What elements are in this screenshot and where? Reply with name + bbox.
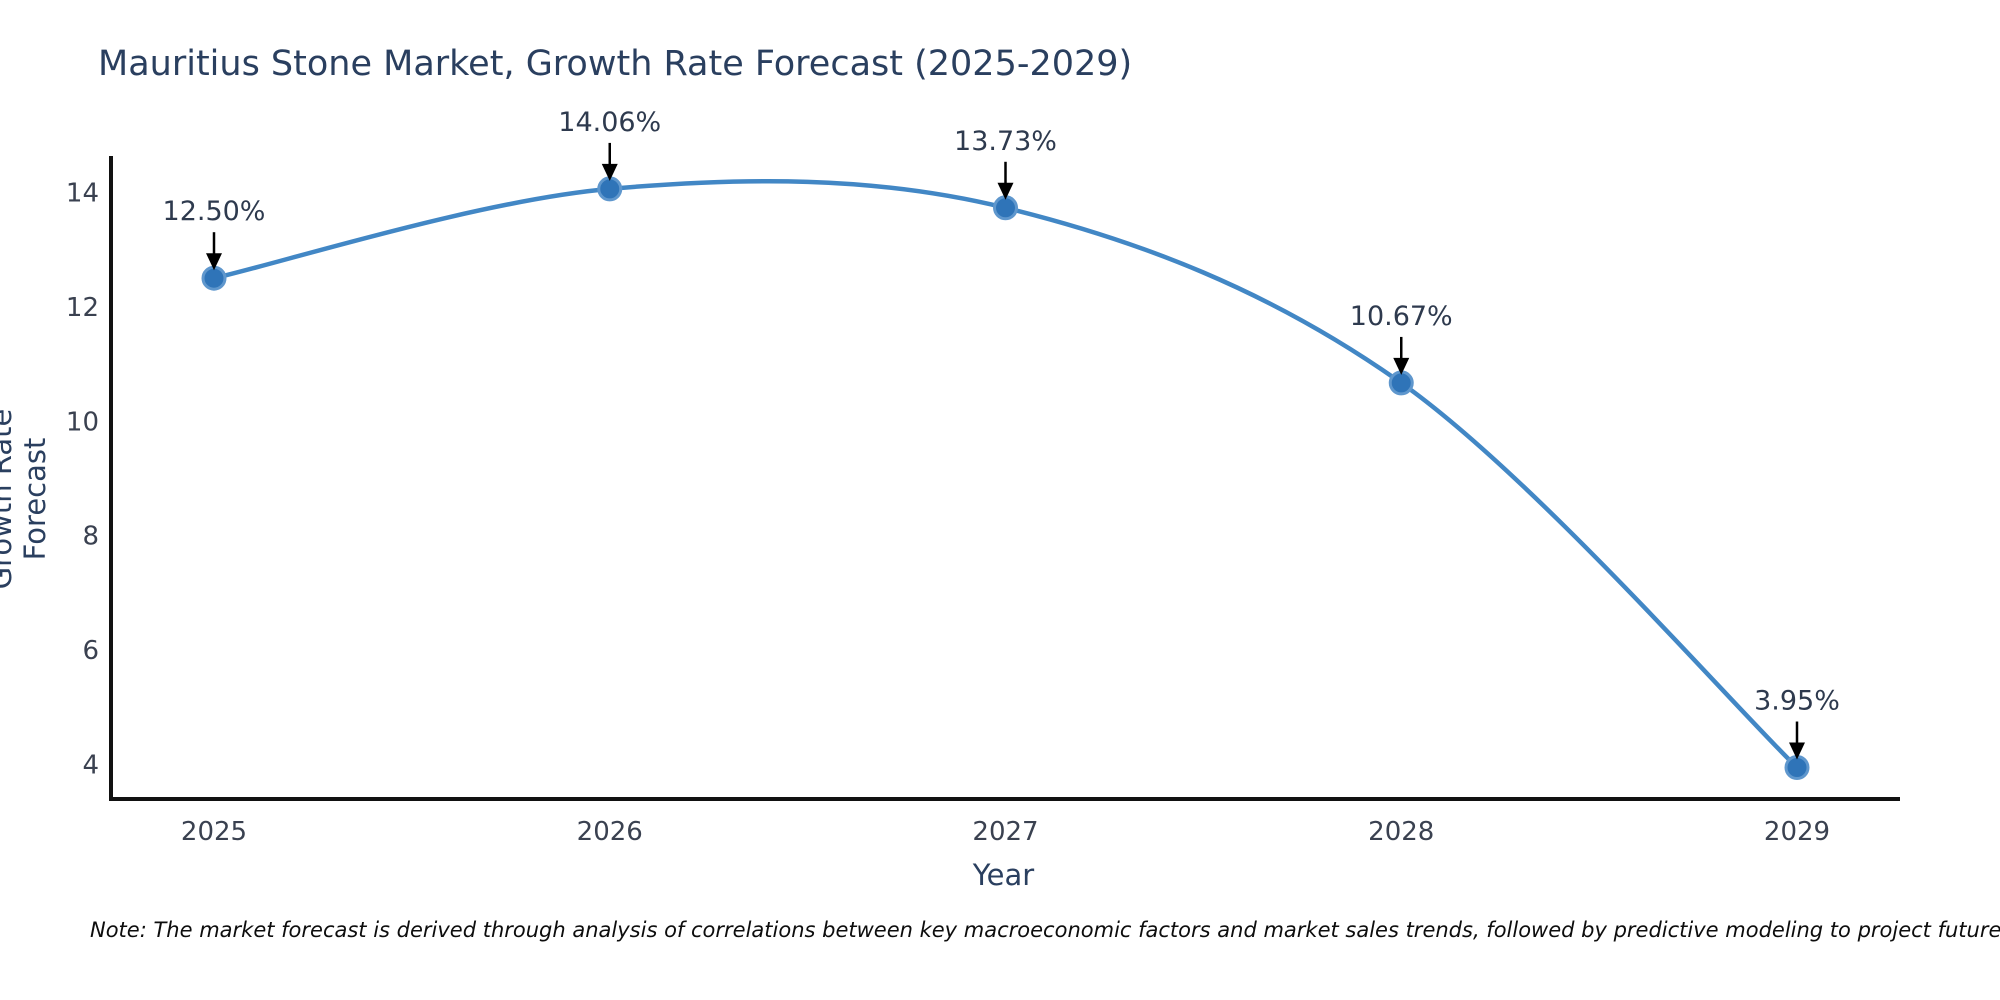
annotation-arrowhead [997,182,1014,200]
annotation-arrowhead [601,163,618,181]
annotation-arrowhead [206,253,222,271]
y-tick-label: 10 [66,407,99,437]
forecast-line-series [211,178,1800,770]
annotation-label: 12.50% [163,196,266,227]
y-tick-label: 6 [82,636,99,666]
y-tick-label: 8 [82,522,99,552]
y-axis-title: Growth Rate Forecast [0,408,52,590]
annotation-arrowhead [1393,357,1410,375]
x-tick-label: 2028 [1368,817,1434,847]
data-point-marker [993,195,1018,221]
annotation-arrowhead [1789,742,1805,760]
annotation-label: 3.95% [1754,686,1840,717]
chart-note: Note: The market forecast is derived thr… [90,918,2000,942]
data-point-marker [1784,755,1810,781]
y-tick-label: 14 [66,178,99,208]
annotation-label: 10.67% [1350,301,1453,332]
x-tick-label: 2029 [1764,817,1830,847]
data-point-marker [1388,370,1414,396]
data-point-marker [201,265,227,291]
annotation-label: 14.06% [558,107,661,138]
data-point-marker [597,176,623,202]
y-tick-label: 12 [66,293,99,323]
y-tick-label: 4 [82,751,99,781]
annotation-label: 13.73% [954,126,1057,157]
x-axis-title: Year [972,858,1035,892]
x-tick-label: 2027 [972,817,1038,847]
x-tick-label: 2025 [181,817,247,847]
chart-title: Mauritius Stone Market, Growth Rate Fore… [98,44,1133,84]
x-tick-label: 2026 [577,817,643,847]
